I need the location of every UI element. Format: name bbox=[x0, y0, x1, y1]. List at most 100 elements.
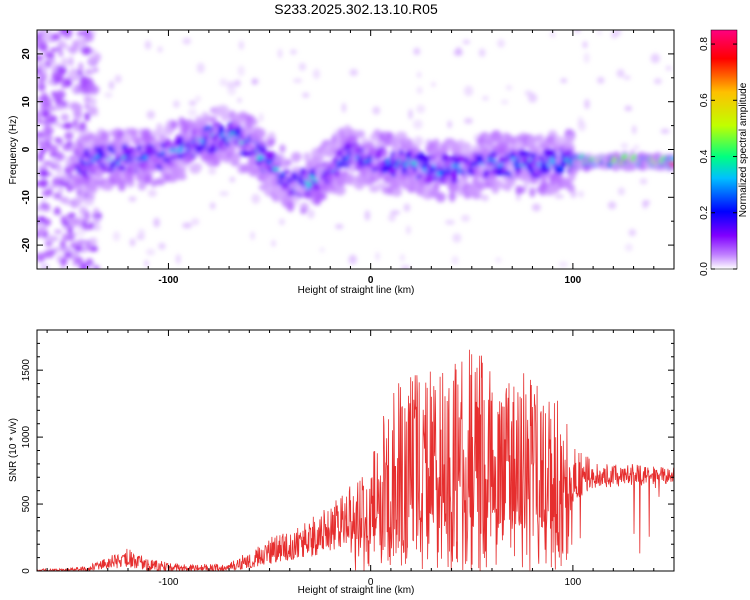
spectrogram-noise-blob bbox=[54, 121, 62, 127]
ridge-blob bbox=[136, 144, 142, 152]
spectrogram-background-blob bbox=[527, 93, 538, 103]
spectrogram-noise-blob bbox=[48, 115, 58, 124]
spectrogram-background-blob bbox=[462, 39, 471, 45]
spectrogram-background-blob bbox=[298, 62, 307, 71]
spectrogram-noise-blob bbox=[57, 41, 68, 49]
spectrogram-background-blob bbox=[104, 92, 113, 98]
y-tick-label: -10 bbox=[21, 190, 32, 205]
spectrogram-background-blob bbox=[550, 32, 556, 38]
spectrogram-noise-blob bbox=[37, 110, 43, 120]
spectrogram-background-blob bbox=[348, 254, 357, 265]
ridge-halo-blob bbox=[120, 135, 132, 145]
y-tick-label: 1000 bbox=[21, 426, 32, 449]
spectrogram-noise-blob bbox=[37, 152, 44, 162]
ridge-halo-blob bbox=[144, 174, 153, 185]
spectrogram-background-blob bbox=[554, 194, 565, 199]
ridge-halo-blob bbox=[170, 120, 178, 130]
ridge-halo-blob bbox=[404, 139, 414, 150]
spectrogram-background-blob bbox=[89, 97, 97, 106]
spectrogram-background-blob bbox=[227, 84, 237, 96]
spectrogram-xlabel: Height of straight line (km) bbox=[298, 285, 415, 296]
spectrogram-noise-blob bbox=[56, 164, 63, 175]
x-tick-label: 100 bbox=[565, 275, 582, 286]
spectrogram-background-blob bbox=[624, 243, 633, 252]
spectrogram-background-blob bbox=[582, 41, 588, 49]
ridge-halo-blob bbox=[176, 167, 186, 176]
spectrogram-background-blob bbox=[294, 199, 299, 206]
colorbar-tick-label: 0.0 bbox=[699, 262, 710, 276]
spectrogram-background-blob bbox=[596, 76, 605, 84]
spectrogram-noise-blob bbox=[38, 215, 46, 223]
ridge-halo-blob bbox=[451, 144, 461, 154]
spectrogram-background-blob bbox=[293, 78, 303, 83]
spectrogram-noise-blob bbox=[92, 224, 101, 231]
ridge-halo-blob bbox=[566, 183, 575, 193]
ridge-core-blob bbox=[160, 150, 166, 156]
spectrogram-noise-blob bbox=[50, 47, 58, 53]
ridge-halo-blob bbox=[526, 136, 537, 145]
ridge-halo-blob bbox=[545, 135, 556, 144]
ridge-halo-blob bbox=[256, 128, 266, 139]
colorbar-tick-label: 0.6 bbox=[699, 93, 710, 107]
x-tick-label: 0 bbox=[368, 577, 374, 588]
x-tick-label: -100 bbox=[158, 577, 178, 588]
spectrogram-background-blob bbox=[452, 233, 462, 243]
y-tick-label: 1500 bbox=[21, 359, 32, 382]
spectrogram-noise-blob bbox=[64, 131, 74, 141]
spectrogram-background-blob bbox=[665, 66, 672, 71]
ridge-halo-blob bbox=[411, 147, 421, 156]
spectrogram-noise-blob bbox=[84, 103, 90, 110]
spectrogram-noise-blob bbox=[68, 162, 75, 173]
spectrogram-background-blob bbox=[237, 98, 242, 103]
ridge-halo-blob bbox=[336, 179, 347, 186]
spectrogram-background-blob bbox=[628, 228, 637, 237]
spectrogram-noise-blob bbox=[41, 206, 51, 212]
ridge-halo-blob bbox=[303, 152, 311, 162]
spectrogram-background-blob bbox=[495, 257, 502, 263]
spectrogram-background-blob bbox=[188, 100, 197, 106]
spectrogram-noise-blob bbox=[37, 75, 46, 84]
spectrogram-noise-blob bbox=[37, 205, 43, 212]
spectrogram-background-blob bbox=[461, 214, 470, 222]
ridge-halo-blob bbox=[291, 152, 300, 163]
ridge-halo-blob bbox=[346, 135, 358, 144]
ridge-core-blob bbox=[272, 166, 280, 172]
snr-series-line bbox=[37, 349, 674, 571]
spectrogram-noise-blob bbox=[87, 222, 95, 230]
spectrogram-background-blob bbox=[219, 78, 228, 87]
spectrogram-noise-blob bbox=[72, 120, 79, 125]
colorbar-tick-label: 0.4 bbox=[699, 149, 710, 163]
spectrogram-background-blob bbox=[114, 74, 122, 84]
ridge-core-blob bbox=[199, 138, 204, 143]
spectrogram-noise-blob bbox=[53, 246, 63, 252]
colorbar: 0.0 0.2 0.4 0.6 0.8 Normalized spectral ampl… bbox=[699, 29, 749, 276]
spectrogram-background-blob bbox=[372, 106, 381, 115]
spectrogram-background-blob bbox=[500, 99, 509, 105]
spectrogram-noise-blob bbox=[67, 70, 78, 79]
spectrogram-background-blob bbox=[463, 85, 474, 97]
spectrogram-background-blob bbox=[516, 194, 521, 201]
spectrogram-noise-blob bbox=[43, 125, 51, 135]
spectrogram-noise-blob bbox=[41, 67, 48, 75]
spectrogram-noise-blob bbox=[71, 86, 78, 93]
spectrogram-background-blob bbox=[413, 47, 421, 56]
spectrogram-background-blob bbox=[531, 203, 541, 212]
chart-title: S233.2025.302.13.10.R05 bbox=[274, 1, 438, 17]
spectrogram-background-blob bbox=[250, 231, 255, 240]
x-tick-label: -100 bbox=[158, 275, 178, 286]
ridge-halo-blob bbox=[553, 136, 566, 147]
spectrogram-noise-blob bbox=[37, 131, 46, 138]
spectrogram-noise-blob bbox=[73, 109, 83, 118]
ridge-halo-blob bbox=[380, 148, 389, 158]
spectrogram-noise-blob bbox=[84, 213, 91, 221]
spectrogram-background-blob bbox=[108, 80, 115, 90]
spectrogram-background-blob bbox=[642, 199, 651, 206]
spectrogram-noise-blob bbox=[54, 192, 62, 200]
spectrogram-noise-blob bbox=[42, 95, 49, 103]
ridge-halo-blob bbox=[484, 139, 495, 146]
spectrogram-noise-blob bbox=[41, 225, 47, 230]
spectrogram-noise-blob bbox=[93, 52, 102, 62]
spectrogram-noise-blob bbox=[79, 30, 90, 36]
ridge-halo-blob bbox=[552, 184, 560, 193]
